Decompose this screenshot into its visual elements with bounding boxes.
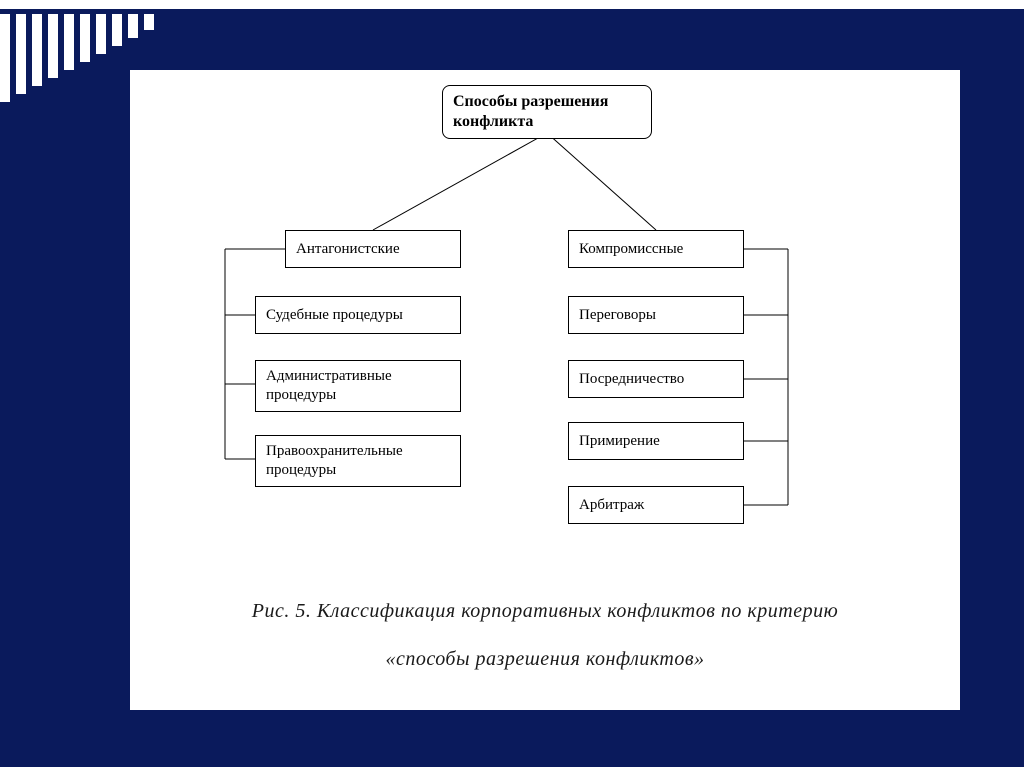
node-label: Административныепроцедуры <box>266 367 392 405</box>
node-r1: Переговоры <box>568 296 744 334</box>
node-label: Переговоры <box>579 306 656 325</box>
caption-line-2: «способы разрешения конфликтов» <box>130 648 960 671</box>
node-root: Способы разрешенияконфликта <box>442 85 652 139</box>
node-r3: Примирение <box>568 422 744 460</box>
node-l1: Судебные процедуры <box>255 296 461 334</box>
node-right0: Компромиссные <box>568 230 744 268</box>
slide-topbar <box>0 0 1024 12</box>
node-label: Посредничество <box>579 370 684 389</box>
caption-line-1: Рис. 5. Классификация корпоративных конф… <box>130 600 960 623</box>
node-label: Правоохранительныепроцедуры <box>266 442 403 480</box>
node-label: Арбитраж <box>579 496 644 515</box>
content-panel: Рис. 5. Классификация корпоративных конф… <box>130 70 960 710</box>
node-label: Антагонистские <box>296 240 400 259</box>
node-l2: Административныепроцедуры <box>255 360 461 412</box>
node-label: Способы разрешенияконфликта <box>453 92 608 132</box>
node-label: Судебные процедуры <box>266 306 403 325</box>
node-left0: Антагонистские <box>285 230 461 268</box>
node-label: Примирение <box>579 432 660 451</box>
node-l3: Правоохранительныепроцедуры <box>255 435 461 487</box>
node-label: Компромиссные <box>579 240 683 259</box>
node-r4: Арбитраж <box>568 486 744 524</box>
node-r2: Посредничество <box>568 360 744 398</box>
